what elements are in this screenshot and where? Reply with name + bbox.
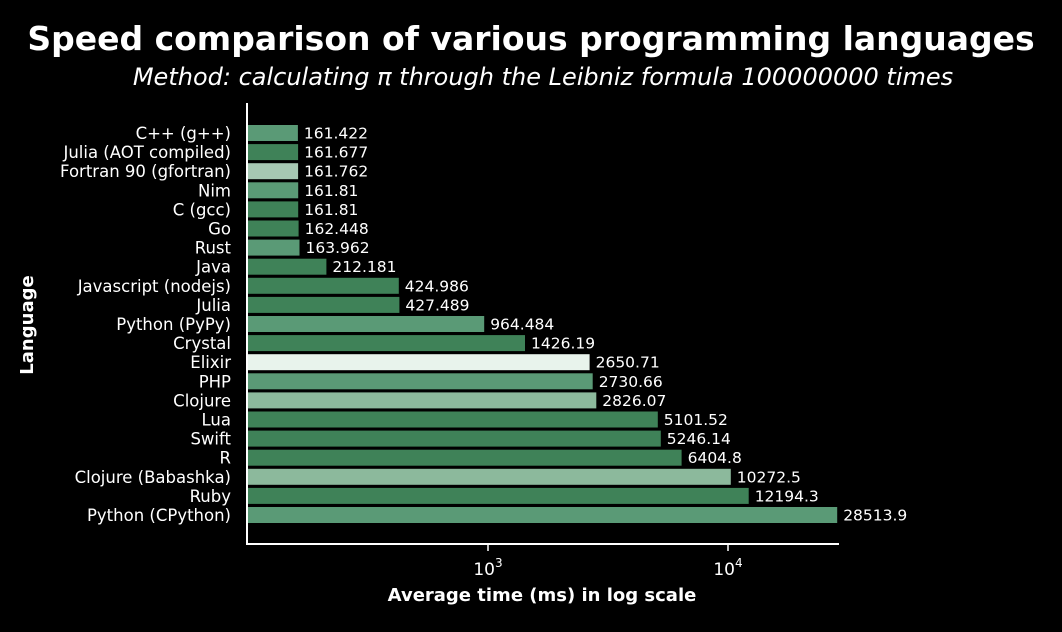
x-axis-label: Average time (ms) in log scale bbox=[388, 585, 697, 606]
bar-0 bbox=[248, 125, 298, 141]
category-label-3: Nim bbox=[198, 181, 231, 200]
y-axis-label: Language bbox=[17, 275, 38, 374]
category-label-17: R bbox=[220, 449, 231, 468]
value-label-19: 12194.3 bbox=[755, 487, 819, 505]
category-label-1: Julia (AOT compiled) bbox=[62, 143, 231, 162]
bar-6 bbox=[248, 239, 300, 256]
category-label-14: Clojure bbox=[173, 391, 231, 410]
bar-12 bbox=[248, 354, 590, 371]
chart-subtitle: Method: calculating π through the Leibni… bbox=[133, 63, 953, 91]
value-label-4: 161.81 bbox=[304, 201, 358, 219]
bar-11 bbox=[248, 335, 525, 352]
value-label-17: 6404.8 bbox=[688, 449, 742, 467]
value-label-8: 424.986 bbox=[405, 277, 469, 295]
category-label-13: PHP bbox=[199, 372, 231, 391]
bar-15 bbox=[248, 411, 658, 428]
category-labels: C++ (g++)Julia (AOT compiled)Fortran 90 … bbox=[60, 124, 231, 525]
category-label-2: Fortran 90 (gfortran) bbox=[60, 162, 231, 181]
category-label-15: Lua bbox=[202, 411, 231, 430]
value-label-5: 162.448 bbox=[305, 220, 369, 238]
bar-17 bbox=[248, 449, 682, 466]
bar-2 bbox=[248, 163, 299, 180]
value-label-11: 1426.19 bbox=[531, 335, 595, 353]
category-label-5: Go bbox=[208, 220, 231, 239]
bar-20 bbox=[248, 507, 838, 523]
category-label-9: Julia bbox=[195, 296, 231, 315]
bar-8 bbox=[248, 277, 399, 294]
x-tick-label-1: 104 bbox=[713, 556, 742, 580]
category-label-8: Javascript (nodejs) bbox=[77, 277, 231, 296]
x-tick-label-0: 103 bbox=[473, 556, 502, 580]
category-label-0: C++ (g++) bbox=[136, 124, 231, 143]
value-label-14: 2826.07 bbox=[602, 392, 666, 410]
bar-1 bbox=[248, 144, 299, 161]
value-label-13: 2730.66 bbox=[599, 373, 663, 391]
value-label-12: 2650.71 bbox=[596, 354, 660, 372]
value-label-7: 212.181 bbox=[332, 258, 396, 276]
bar-14 bbox=[248, 392, 597, 409]
value-label-3: 161.81 bbox=[304, 182, 358, 200]
bar-16 bbox=[248, 430, 661, 447]
value-label-20: 28513.9 bbox=[843, 507, 907, 525]
category-label-7: Java bbox=[195, 258, 231, 277]
bar-13 bbox=[248, 373, 593, 390]
bar-19 bbox=[248, 487, 749, 504]
category-label-6: Rust bbox=[195, 239, 232, 258]
value-label-10: 964.484 bbox=[490, 316, 554, 334]
category-label-20: Python (CPython) bbox=[87, 506, 231, 525]
bar-18 bbox=[248, 468, 731, 485]
category-label-16: Swift bbox=[190, 430, 231, 449]
category-label-18: Clojure (Babashka) bbox=[75, 468, 231, 487]
value-label-18: 10272.5 bbox=[737, 468, 801, 486]
category-label-11: Crystal bbox=[173, 334, 231, 353]
chart-title: Speed comparison of various programming … bbox=[27, 19, 1034, 58]
bar-3 bbox=[248, 182, 299, 199]
bar-7 bbox=[248, 258, 327, 275]
bar-9 bbox=[248, 296, 400, 313]
x-ticks: 103 104 bbox=[473, 544, 743, 580]
bars-group bbox=[248, 125, 838, 523]
bar-4 bbox=[248, 201, 299, 218]
value-label-2: 161.762 bbox=[304, 163, 368, 181]
value-label-1: 161.677 bbox=[304, 144, 368, 162]
bar-5 bbox=[248, 220, 299, 237]
value-label-6: 163.962 bbox=[306, 239, 370, 257]
category-label-19: Ruby bbox=[190, 487, 232, 506]
value-label-15: 5101.52 bbox=[664, 411, 728, 429]
category-label-4: C (gcc) bbox=[173, 200, 231, 219]
value-label-0: 161.422 bbox=[304, 125, 368, 143]
value-labels: 161.422161.677161.762161.81161.81162.448… bbox=[304, 125, 907, 525]
category-label-10: Python (PyPy) bbox=[116, 315, 231, 334]
value-label-16: 5246.14 bbox=[667, 430, 731, 448]
value-label-9: 427.489 bbox=[405, 296, 469, 314]
bar-10 bbox=[248, 316, 485, 332]
category-label-12: Elixir bbox=[190, 353, 231, 372]
